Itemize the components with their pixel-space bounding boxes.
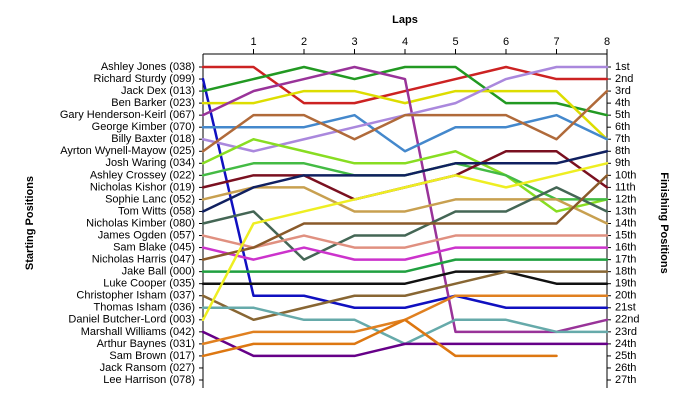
finishing-label: 15th (615, 229, 636, 241)
chart-title: Laps (392, 14, 418, 26)
finishing-label: 10th (615, 169, 636, 181)
starting-label: James Ogden (057) (98, 229, 195, 241)
starting-label: Tom Witts (058) (118, 205, 195, 217)
finishing-label: 2nd (615, 73, 633, 85)
finishing-label: 19th (615, 278, 636, 290)
driver-line (201, 89, 609, 141)
starting-label: Gary Henderson-Keirl (067) (60, 109, 195, 121)
x-tick-label: 7 (553, 36, 559, 48)
starting-label: George Kimber (070) (92, 121, 195, 133)
starting-label: Jack Ransom (027) (100, 362, 195, 374)
starting-label: Christopher Isham (037) (76, 290, 195, 302)
finishing-label: 20th (615, 290, 636, 302)
finishing-label: 25th (615, 350, 636, 362)
x-tick-label: 1 (250, 36, 256, 48)
finishing-label: 12th (615, 193, 636, 205)
x-tick-label: 6 (503, 36, 509, 48)
driver-line (201, 186, 609, 261)
finishing-label: 4th (615, 97, 630, 109)
driver-line (201, 150, 609, 213)
finishing-label: 11th (615, 181, 636, 193)
starting-label: Ashley Crossey (022) (90, 169, 195, 181)
starting-label: Josh Waring (034) (106, 157, 195, 169)
driver-line (201, 65, 609, 334)
driver-line (201, 162, 609, 322)
x-tick-label: 5 (452, 36, 458, 48)
starting-label: Nicholas Kimber (080) (86, 217, 195, 229)
finishing-label: 22nd (615, 314, 639, 326)
x-tick-label: 8 (604, 36, 610, 48)
starting-label: Daniel Butcher-Lord (003) (68, 314, 195, 326)
driver-line (201, 270, 609, 285)
driver-line (201, 65, 609, 105)
starting-label: Thomas Isham (036) (94, 302, 195, 314)
finishing-label: 5th (615, 109, 630, 121)
starting-label: Ben Barker (023) (111, 97, 195, 109)
finishing-label: 27th (615, 374, 636, 386)
driver-line (201, 234, 609, 249)
starting-label: Jake Ball (000) (122, 266, 195, 278)
x-tick-label: 4 (402, 36, 408, 48)
starting-label: Billy Baxter (018) (111, 133, 195, 145)
finishing-label: 23rd (615, 326, 637, 338)
finishing-label: 24th (615, 338, 636, 350)
finishing-label: 9th (615, 157, 630, 169)
y-axis-label-left: Starting Positions (24, 176, 36, 270)
finishing-label: 7th (615, 133, 630, 145)
driver-line (201, 89, 609, 153)
finishing-label: 13th (615, 205, 636, 217)
driver-line (201, 65, 609, 117)
driver-line (201, 174, 609, 261)
starting-label: Marshall Williams (042) (81, 326, 195, 338)
finishing-label: 18th (615, 266, 636, 278)
starting-label: Nicholas Harris (047) (92, 254, 195, 266)
x-tick-label: 2 (301, 36, 307, 48)
driver-line (201, 330, 609, 358)
starting-label: Sophie Lanc (052) (105, 193, 195, 205)
starting-label: Luke Cooper (035) (103, 278, 195, 290)
finishing-label: 1st (615, 61, 630, 73)
starting-label: Richard Sturdy (099) (94, 73, 196, 85)
starting-label: Ashley Jones (038) (101, 61, 195, 73)
starting-label: Sam Blake (045) (113, 241, 195, 253)
finishing-label: 26th (615, 362, 636, 374)
finishing-label: 16th (615, 241, 636, 253)
driver-line (201, 306, 609, 346)
finishing-label: 3rd (615, 85, 631, 97)
driver-line (201, 258, 609, 273)
driver-line (201, 186, 609, 225)
starting-label: Jack Dex (013) (121, 85, 195, 97)
x-tick-label: 3 (351, 36, 357, 48)
driver-line (201, 318, 558, 358)
driver-line (201, 113, 609, 153)
starting-label: Nicholas Kishor (019) (90, 181, 195, 193)
driver-line (201, 270, 609, 322)
finishing-label: 6th (615, 121, 630, 133)
starting-label: Sam Brown (017) (109, 350, 195, 362)
driver-line (201, 246, 609, 261)
starting-label: Ayrton Wynell-Mayow (025) (60, 145, 195, 157)
finishing-label: 8th (615, 145, 630, 157)
starting-label: Lee Harrison (078) (103, 374, 195, 386)
finishing-label: 17th (615, 254, 636, 266)
starting-label: Arthur Baynes (031) (97, 338, 195, 350)
finishing-label: 14th (615, 217, 636, 229)
driver-line (201, 77, 609, 310)
y-axis-label-right: Finishing Positions (658, 172, 670, 273)
finishing-label: 21st (615, 302, 636, 314)
driver-line (201, 162, 609, 201)
